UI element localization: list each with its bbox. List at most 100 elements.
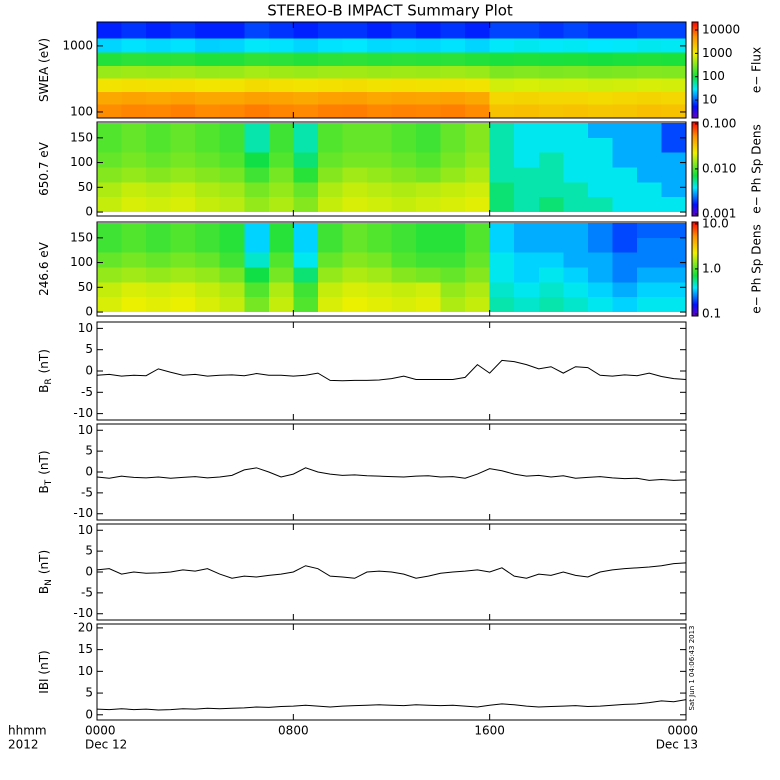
heatmap-cell bbox=[465, 282, 491, 298]
heatmap-cell bbox=[514, 182, 540, 198]
heatmap-cell bbox=[317, 222, 343, 238]
heatmap-cell bbox=[342, 152, 368, 168]
heatmap-cell bbox=[514, 122, 540, 138]
heatmap-cell bbox=[587, 152, 613, 168]
heatmap-cell bbox=[97, 222, 122, 238]
heatmap-cell bbox=[440, 38, 466, 53]
heatmap-cell bbox=[563, 38, 589, 53]
heatmap-cell bbox=[538, 182, 564, 198]
heatmap-cell bbox=[121, 22, 147, 39]
heatmap-cell bbox=[465, 78, 491, 93]
heatmap-cell bbox=[219, 38, 245, 53]
y-tick-label: 10 bbox=[78, 321, 93, 335]
heatmap-cell bbox=[636, 252, 662, 268]
heatmap-cell bbox=[195, 282, 221, 298]
y-axis-label-unit: (nT) bbox=[37, 450, 51, 474]
colorbar-tick-label: 1.0 bbox=[702, 261, 721, 275]
heatmap-cell bbox=[489, 137, 515, 153]
heatmap-cell bbox=[612, 222, 638, 238]
heatmap-cell bbox=[538, 237, 564, 253]
heatmap-cell bbox=[317, 137, 343, 153]
heatmap-cell bbox=[538, 137, 564, 153]
heatmap-cell bbox=[317, 104, 343, 118]
y-tick-label: 150 bbox=[70, 130, 93, 144]
heatmap-cell bbox=[612, 167, 638, 183]
heatmap-cell bbox=[342, 237, 368, 253]
heatmap-cell bbox=[636, 222, 662, 238]
heatmap-cell bbox=[489, 222, 515, 238]
heatmap-cell bbox=[97, 282, 122, 298]
heatmap-cell bbox=[293, 104, 319, 118]
colorbar-tick-label: 100 bbox=[702, 69, 725, 83]
heatmap-cell bbox=[97, 197, 122, 213]
heatmap-cell bbox=[391, 167, 417, 183]
heatmap-cell bbox=[268, 167, 294, 183]
heatmap-cell bbox=[538, 167, 564, 183]
heatmap-cell bbox=[244, 152, 270, 168]
x-date-label: Dec 12 bbox=[85, 738, 127, 752]
heatmap-cell bbox=[342, 122, 368, 138]
y-tick-label: 10 bbox=[78, 523, 93, 537]
heatmap-cell bbox=[366, 252, 392, 268]
heatmap-cell bbox=[661, 104, 687, 118]
heatmap-cell bbox=[121, 92, 147, 105]
heatmap-cell bbox=[416, 267, 441, 283]
heatmap-cell bbox=[563, 197, 589, 213]
heatmap-cell bbox=[317, 197, 343, 213]
heatmap-cell bbox=[391, 137, 417, 153]
heatmap-cell bbox=[219, 297, 245, 313]
heatmap-cell bbox=[612, 52, 638, 66]
heatmap-cell bbox=[121, 65, 147, 79]
y-axis-label-main: B bbox=[37, 385, 51, 393]
y-tick-label: 5 bbox=[85, 342, 93, 356]
heatmap-cell bbox=[636, 92, 662, 105]
colorbar-label: e− Flux bbox=[750, 47, 764, 93]
heatmap-cell bbox=[514, 52, 540, 66]
heatmap-cell bbox=[612, 92, 638, 105]
y-tick-label: 10 bbox=[78, 664, 93, 678]
heatmap-cell bbox=[563, 78, 589, 93]
heatmap-cell bbox=[440, 197, 466, 213]
heatmap-cell bbox=[342, 222, 368, 238]
heatmap-cell bbox=[612, 182, 638, 198]
heatmap-cell bbox=[636, 152, 662, 168]
heatmap-cell bbox=[538, 282, 564, 298]
heatmap-cell bbox=[268, 282, 294, 298]
heatmap-cell bbox=[636, 78, 662, 93]
heatmap-cell bbox=[440, 92, 466, 105]
y-tick-label: -10 bbox=[73, 406, 93, 420]
heatmap-cell bbox=[219, 122, 245, 138]
heatmap-cell bbox=[195, 122, 221, 138]
y-tick-label: 5 bbox=[85, 686, 93, 700]
heatmap-cell bbox=[121, 182, 147, 198]
heatmap-cell bbox=[563, 52, 589, 66]
y-tick-label: -5 bbox=[81, 385, 93, 399]
y-axis-label-main: B bbox=[37, 485, 51, 493]
heatmap-cell bbox=[366, 104, 392, 118]
heatmap-cell bbox=[219, 182, 245, 198]
heatmap-cell bbox=[514, 252, 540, 268]
row-label: 2012 bbox=[8, 738, 39, 752]
heatmap-cell bbox=[293, 267, 319, 283]
heatmap-cell bbox=[268, 182, 294, 198]
heatmap-cell bbox=[440, 22, 466, 39]
heatmap-cell bbox=[195, 237, 221, 253]
heatmap-cell bbox=[440, 282, 466, 298]
heatmap-cell bbox=[97, 65, 122, 79]
x-tick-label: 0000 bbox=[85, 724, 116, 738]
heatmap-cell bbox=[170, 92, 196, 105]
heatmap-cell bbox=[146, 38, 172, 53]
heatmap-cell bbox=[146, 222, 172, 238]
heatmap-cell bbox=[587, 237, 613, 253]
heatmap-cell bbox=[121, 237, 147, 253]
heatmap-cell bbox=[465, 137, 491, 153]
heatmap-cell bbox=[661, 38, 687, 53]
panel-frame bbox=[96, 623, 687, 721]
heatmap-cell bbox=[465, 252, 491, 268]
heatmap-cell bbox=[612, 267, 638, 283]
heatmap-cell bbox=[587, 92, 613, 105]
heatmap-cell bbox=[440, 267, 466, 283]
heatmap-cell bbox=[636, 137, 662, 153]
heatmap-cell bbox=[170, 182, 196, 198]
y-tick-label: 0 bbox=[85, 707, 93, 721]
